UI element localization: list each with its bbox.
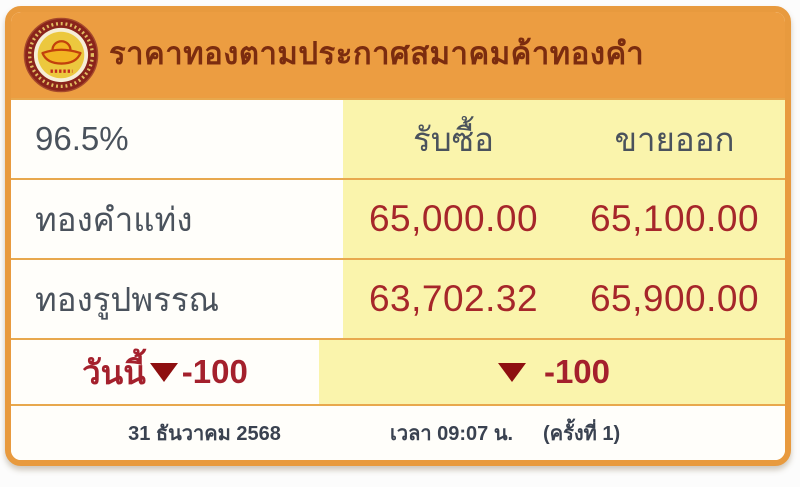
- page-title: ราคาทองตามประกาศสมาคมค้าทองคำ: [109, 36, 645, 71]
- gold-ornament-label: ทองรูปพรรณ: [11, 260, 343, 338]
- table-row-change-today: วันนี้ -100 -100: [11, 338, 785, 404]
- card-header: ราคาทองตามประกาศสมาคมค้าทองคำ: [11, 12, 785, 98]
- gold-price-card: ราคาทองตามประกาศสมาคมค้าทองคำ 96.5% รับซ…: [5, 6, 791, 466]
- gold-traders-association-logo-icon: [23, 17, 99, 93]
- table-row-gold-bar: ทองคำแท่ง 65,000.00 65,100.00: [11, 178, 785, 258]
- down-triangle-icon: [149, 362, 178, 382]
- down-triangle-icon: [497, 362, 526, 382]
- purity-label: 96.5%: [11, 100, 343, 178]
- announce-time: เวลา 09:07 น.: [390, 423, 514, 445]
- table-row-gold-ornament: ทองรูปพรรณ 63,702.32 65,900.00: [11, 258, 785, 338]
- gold-bar-label: ทองคำแท่ง: [11, 180, 343, 258]
- gold-ornament-sell-price: 65,900.00: [589, 278, 760, 319]
- gold-ornament-buy-price: 63,702.32: [368, 278, 539, 319]
- today-label: วันนี้: [82, 353, 146, 391]
- price-change-value: -100: [543, 353, 611, 390]
- announce-round: (ครั้งที่ 1): [543, 423, 621, 445]
- announce-date: 31 ธันวาคม 2568: [128, 423, 281, 445]
- table-header-row: 96.5% รับซื้อ ขายออก: [11, 98, 785, 178]
- card-footer: 31 ธันวาคม 2568 เวลา 09:07 น. (ครั้งที่ …: [11, 404, 785, 460]
- gold-bar-sell-price: 65,100.00: [589, 198, 760, 239]
- gold-bar-buy-price: 65,000.00: [368, 198, 539, 239]
- column-header-sell: ขายออก: [614, 120, 735, 158]
- column-header-buy: รับซื้อ: [413, 120, 494, 158]
- today-change-value: -100: [181, 353, 248, 390]
